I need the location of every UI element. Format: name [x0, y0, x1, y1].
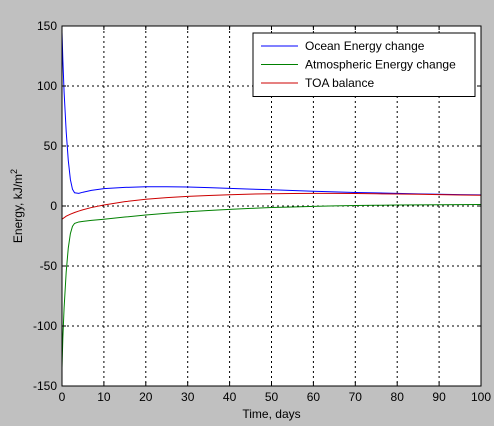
series-layer: [62, 31, 481, 369]
y-axis-label: Energy, kJ/m2: [9, 169, 25, 243]
legend-label: Atmospheric Energy change: [305, 58, 456, 72]
x-tick-label: 90: [432, 390, 446, 404]
series-line-2: [62, 204, 481, 369]
legend: Ocean Energy change Atmospheric Energy ch…: [252, 32, 476, 97]
x-axis-label: Time, days: [242, 407, 300, 421]
x-tick-label: 20: [139, 390, 153, 404]
x-tick-label: 60: [307, 390, 321, 404]
y-axis-label-superscript: 2: [9, 169, 19, 174]
x-tick-label: 80: [391, 390, 405, 404]
y-tick-label: -150: [33, 379, 57, 393]
y-tick-label: 50: [44, 139, 58, 153]
x-tick-label: 0: [59, 390, 66, 404]
x-tick-label: 30: [181, 390, 195, 404]
x-tick-label: 100: [471, 390, 491, 404]
x-tick-label: 10: [97, 390, 111, 404]
y-tick-label: -50: [40, 259, 58, 273]
series-line-3: [62, 192, 481, 220]
axis-ticks: 0 10 20 30 40 50 60 70 80 90 100 -150 -100 -50 0 50 100 1…: [33, 19, 491, 404]
x-tick-label: 40: [223, 390, 237, 404]
x-tick-label: 70: [349, 390, 363, 404]
legend-label: Ocean Energy change: [305, 39, 425, 53]
x-tick-label: 50: [265, 390, 279, 404]
y-tick-label: 150: [37, 19, 57, 33]
legend-label: TOA balance: [305, 76, 374, 90]
y-tick-label: -100: [33, 319, 57, 333]
y-axis-label-main: Energy, kJ/m: [11, 174, 25, 243]
series-line-1: [62, 31, 481, 196]
y-tick-label: 100: [37, 79, 57, 93]
y-tick-label: 0: [50, 199, 57, 213]
